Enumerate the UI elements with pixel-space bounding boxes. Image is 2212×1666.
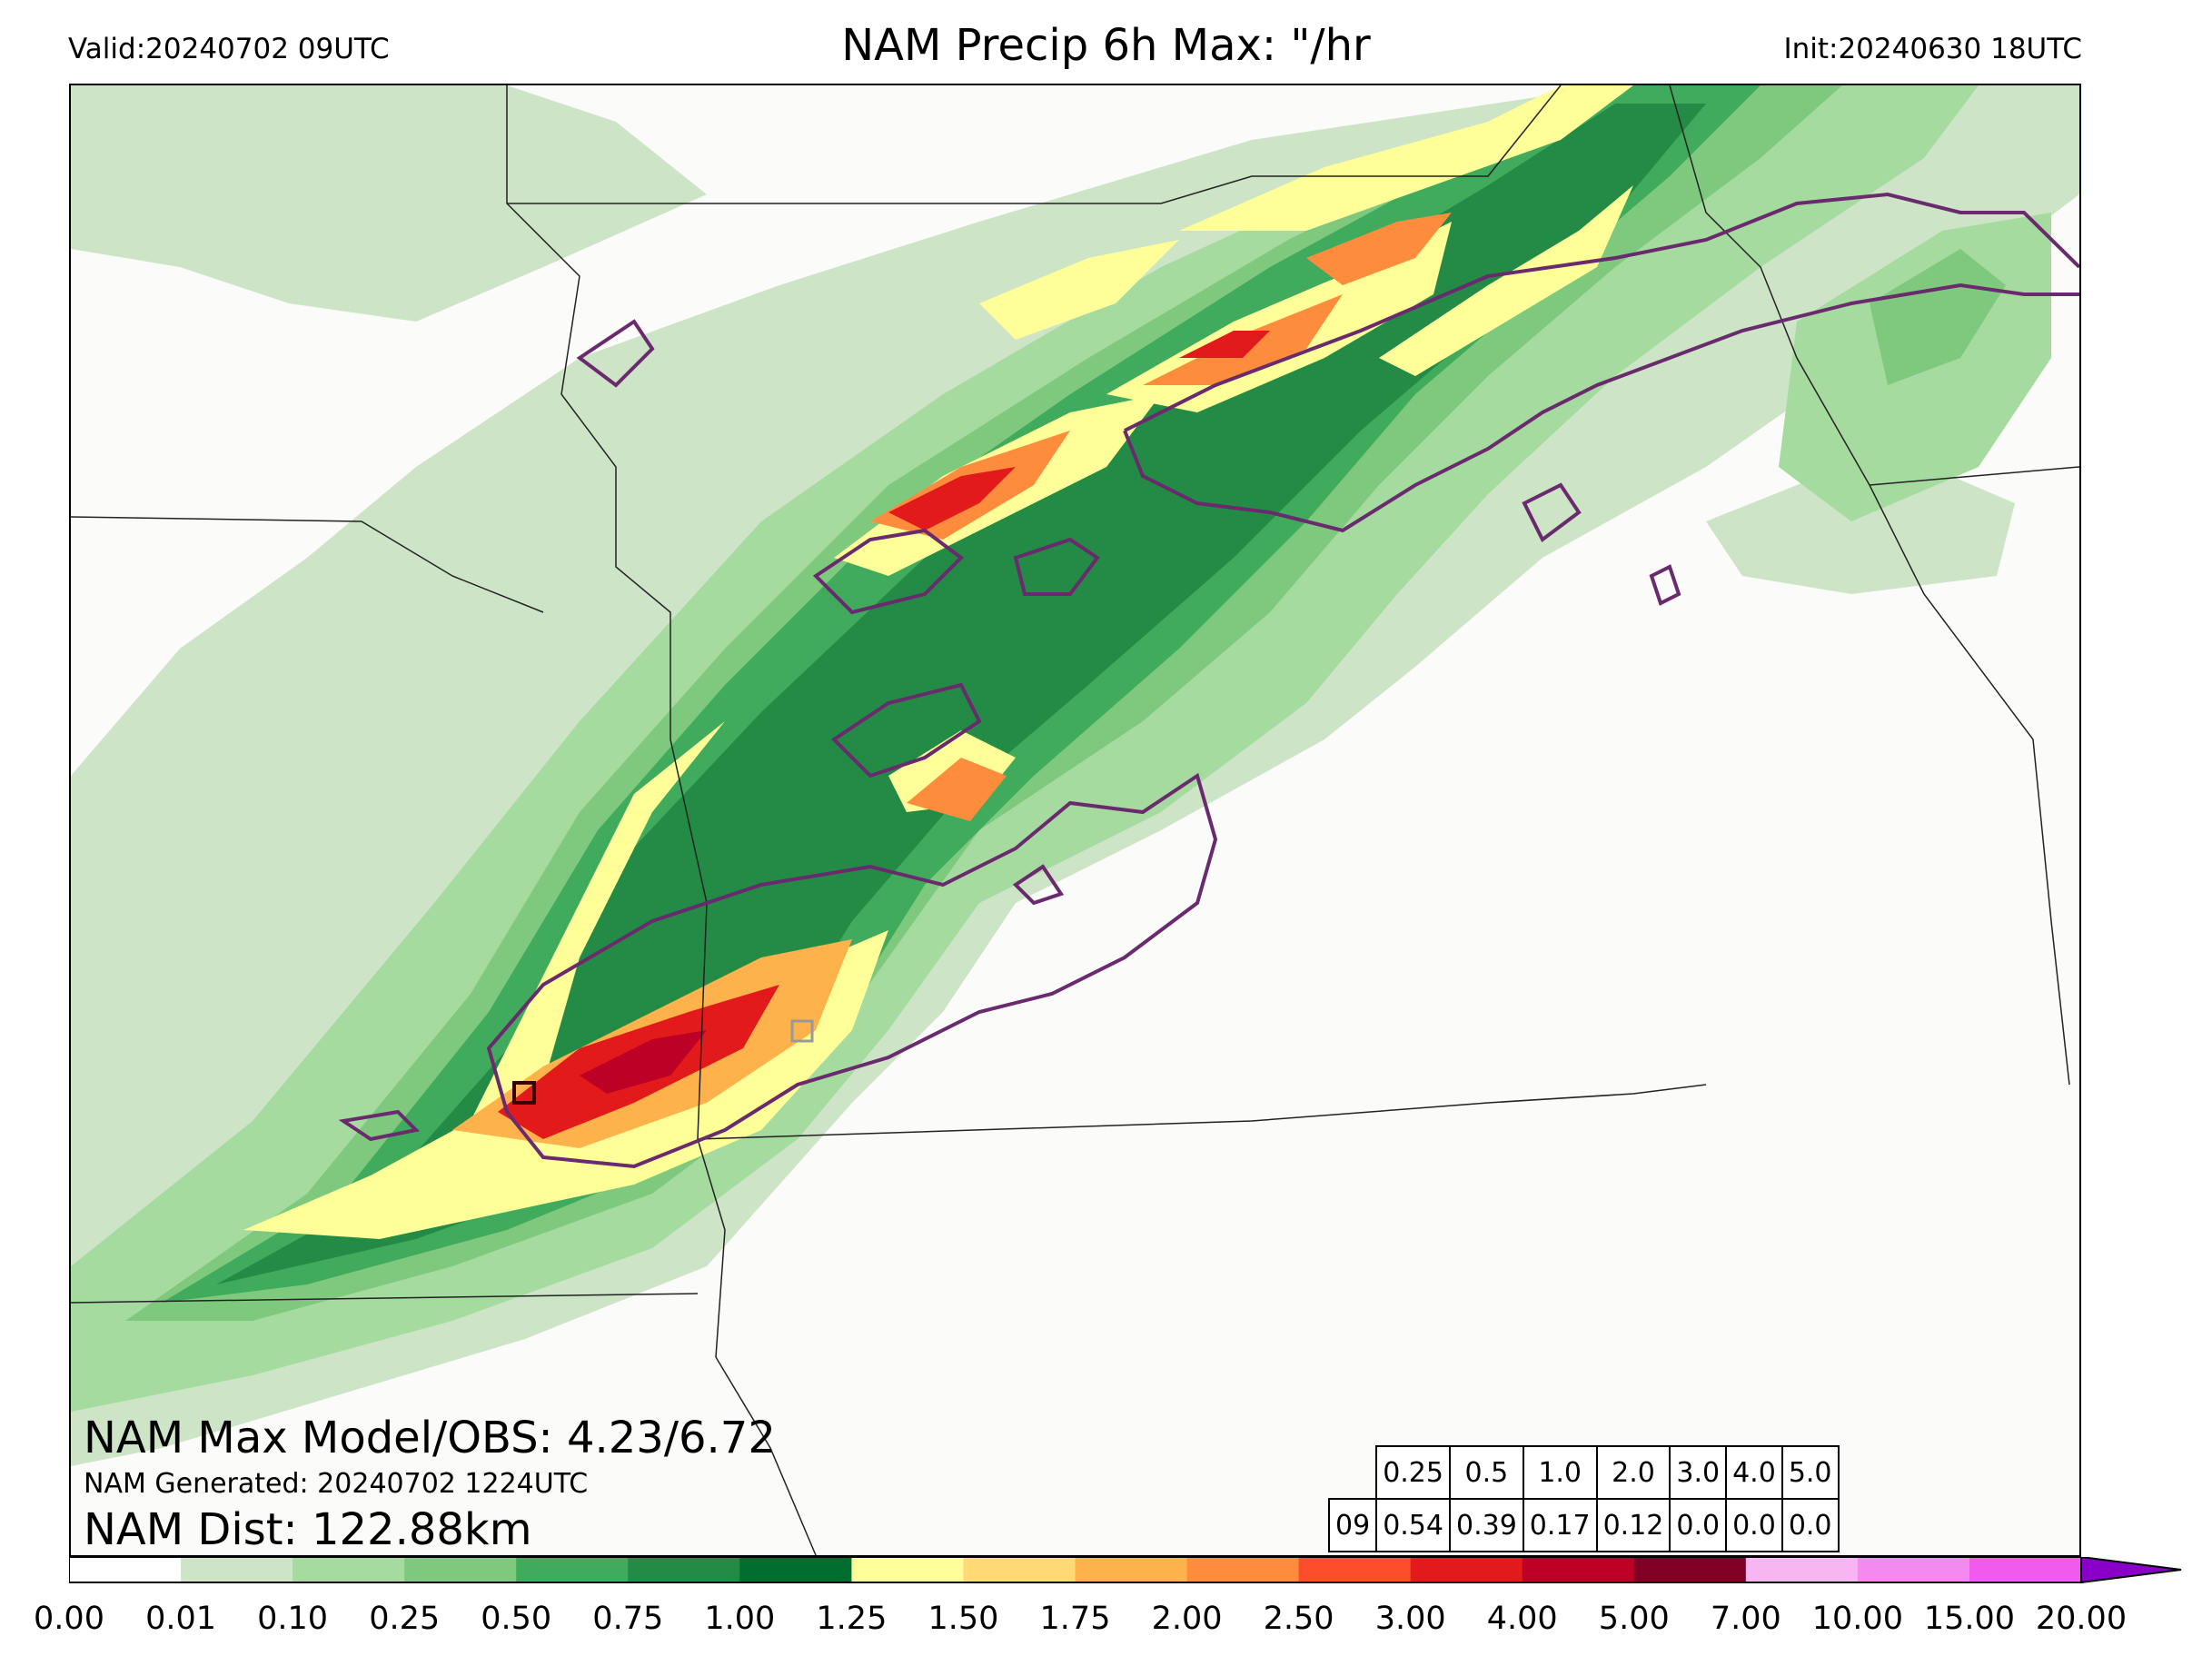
- colorbar-tick-label: 10.00: [1811, 1601, 1903, 1637]
- precip-075-band: [216, 104, 1706, 1284]
- colorbar-segment: [1969, 1557, 2082, 1582]
- max-model-obs: NAM Max Model/OBS: 4.23/6.72: [84, 1413, 776, 1463]
- obs-max-box: [512, 1019, 814, 1105]
- threshold-cell: 1.0: [1522, 1445, 1598, 1500]
- colorbar-segment: [1522, 1557, 1635, 1582]
- colorbar-tick-label: 2.00: [1151, 1601, 1223, 1637]
- threshold-stats-table: 0.25 0.5 1.0 2.0 3.0 4.0 5.0 09 0.54 0.3…: [1327, 1445, 1840, 1552]
- map-title: NAM Precip 6h Max: "/hr: [841, 20, 1371, 71]
- threshold-cell: 3.0: [1669, 1445, 1728, 1500]
- colorbar-tick-label: 0.25: [369, 1601, 441, 1637]
- colorbar-tick-label: 0.01: [145, 1601, 217, 1637]
- value-cell: 0.17: [1522, 1498, 1598, 1552]
- precip-250-cores: [498, 331, 1270, 1139]
- threshold-cell: 5.0: [1781, 1445, 1840, 1500]
- colorbar-segment: [1633, 1557, 1747, 1582]
- colorbar-tick-label: 3.00: [1374, 1601, 1446, 1637]
- precip-100-bands: [243, 85, 1633, 1239]
- init-time: Init:20240630 18UTC: [1783, 33, 2082, 65]
- obs-contours: [338, 192, 2079, 1169]
- colorbar-segment: [1857, 1557, 1970, 1582]
- colorbar-tick-label: 2.50: [1263, 1601, 1334, 1637]
- value-cell: 0.39: [1448, 1498, 1524, 1552]
- colorbar-segment: [1298, 1557, 1412, 1582]
- threshold-cell: 0.25: [1375, 1445, 1451, 1500]
- colorbar-tick-label: 0.50: [481, 1601, 552, 1637]
- precip-field: [71, 85, 2079, 1555]
- colorbar-tick-label: 20.00: [2035, 1601, 2128, 1637]
- colorbar-tick-label: 0.00: [34, 1601, 104, 1637]
- value-cell: 0.0: [1781, 1498, 1840, 1552]
- colorbar-segment: [739, 1557, 852, 1582]
- value-row: 09 0.54 0.39 0.17 0.12 0.0 0.0 0.0: [1327, 1498, 1840, 1552]
- colorbar-tick-label: 15.00: [1923, 1601, 2016, 1637]
- colorbar-tick-label: 5.00: [1598, 1601, 1670, 1637]
- colorbar: [69, 1557, 2182, 1584]
- colorbar-segment: [1186, 1557, 1300, 1582]
- colorbar-segment: [1410, 1557, 1523, 1582]
- colorbar-segment: [1075, 1557, 1188, 1582]
- colorbar-tick-label: 1.00: [704, 1601, 776, 1637]
- value-cell: 0.0: [1669, 1498, 1728, 1552]
- colorbar-tick-label: 1.25: [816, 1601, 888, 1637]
- colorbar-tick-label: 1.50: [927, 1601, 999, 1637]
- valid-time: Valid:20240702 09UTC: [68, 33, 390, 65]
- generated-time: NAM Generated: 20240702 1224UTC: [84, 1468, 589, 1500]
- threshold-row: 0.25 0.5 1.0 2.0 3.0 4.0 5.0: [1329, 1445, 1840, 1500]
- colorbar-segment: [293, 1557, 405, 1582]
- colorbar-tick-label: 1.75: [1039, 1601, 1111, 1637]
- value-cell: 0.0: [1725, 1498, 1783, 1552]
- distance-readout: NAM Dist: 122.88km: [84, 1504, 532, 1555]
- value-cell: 0.12: [1595, 1498, 1671, 1552]
- threshold-cell: 4.0: [1725, 1445, 1783, 1500]
- colorbar-tick-label: 0.75: [592, 1601, 664, 1637]
- value-cell: 0.54: [1375, 1498, 1451, 1552]
- blank-cell: [1329, 1446, 1376, 1499]
- colorbar-segment: [404, 1557, 517, 1582]
- colorbar-extend-arrow: [2080, 1557, 2182, 1584]
- threshold-cell: 0.5: [1448, 1445, 1524, 1500]
- colorbar-segment: [628, 1557, 740, 1582]
- row-label: 09: [1327, 1498, 1378, 1552]
- colorbar-tick-label: 0.10: [257, 1601, 329, 1637]
- colorbar-segment: [963, 1557, 1076, 1582]
- colorbar-segment: [69, 1557, 182, 1582]
- threshold-cell: 2.0: [1595, 1445, 1671, 1500]
- colorbar-segment: [851, 1557, 964, 1582]
- colorbar-tick-label: 4.00: [1486, 1601, 1558, 1637]
- colorbar-segment: [181, 1557, 293, 1582]
- colorbar-tick-label: 7.00: [1710, 1601, 1781, 1637]
- colorbar-segment: [1745, 1557, 1859, 1582]
- colorbar-segment: [516, 1557, 629, 1582]
- precip-map[interactable]: NAM Max Model/OBS: 4.23/6.72 NAM Generat…: [69, 84, 2081, 1557]
